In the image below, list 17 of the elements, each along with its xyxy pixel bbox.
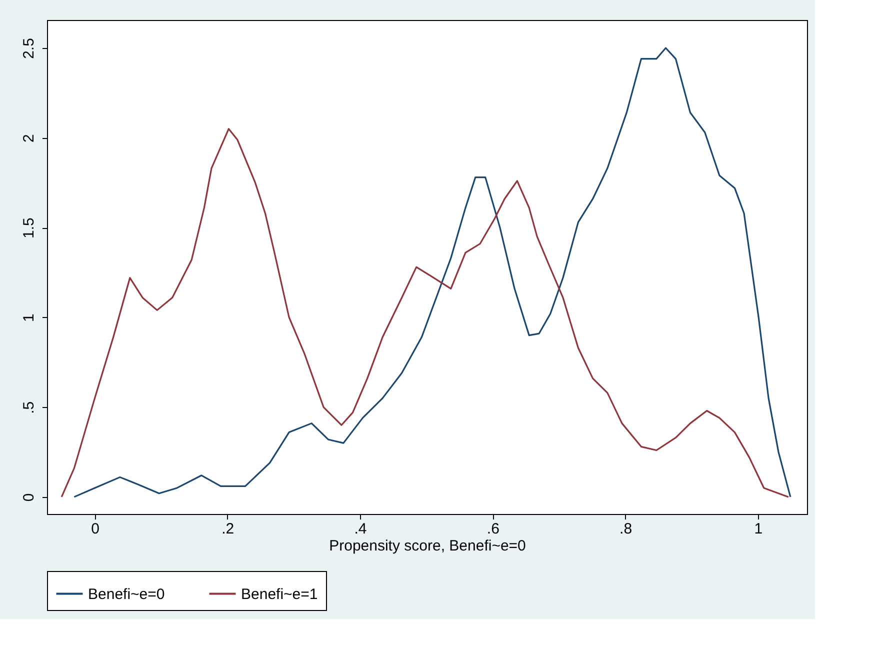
y-tick-label: 1 — [20, 314, 38, 322]
x-tick-label: 1 — [754, 520, 763, 538]
x-tick-label: .8 — [620, 520, 632, 538]
x-tick-label: 0 — [91, 520, 100, 538]
line-series — [73, 47, 792, 498]
y-tick-label: 2.5 — [20, 38, 38, 59]
line-series — [60, 128, 790, 498]
x-tick-label: .4 — [354, 520, 367, 538]
legend-label: Benefi~e=1 — [241, 586, 318, 603]
legend-label: Benefi~e=0 — [88, 586, 165, 603]
x-tick-label: .6 — [486, 520, 500, 538]
y-tick-label: 0 — [20, 493, 38, 502]
y-tick-label: 2 — [20, 134, 38, 142]
x-tick-label: .2 — [222, 520, 234, 538]
y-tick-label: .5 — [20, 401, 38, 414]
x-axis-title: Propensity score, Benefi~e=0 — [329, 538, 526, 554]
y-tick-label: 1.5 — [20, 218, 38, 239]
